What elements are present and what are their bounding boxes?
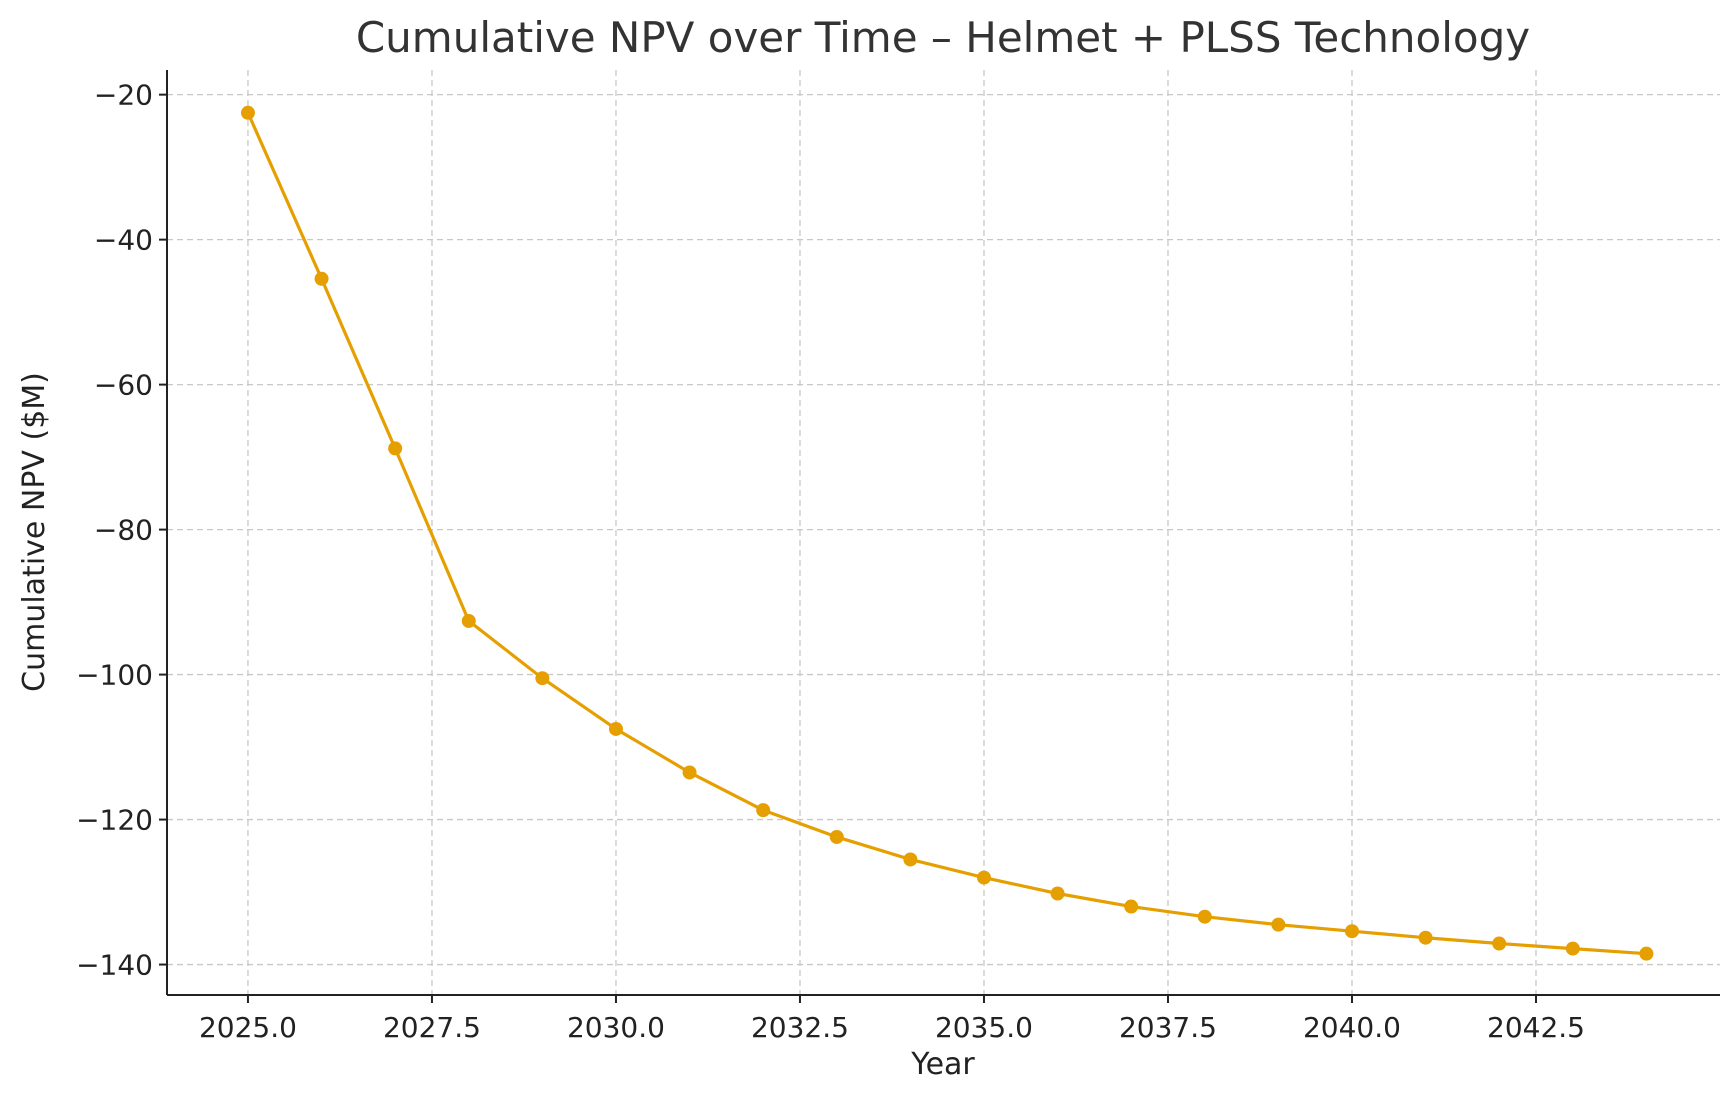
x-tick-label: 2040.0 <box>1303 1011 1401 1044</box>
x-tick-label: 2027.5 <box>383 1011 481 1044</box>
data-point <box>903 852 918 867</box>
data-point <box>1418 930 1433 945</box>
x-tick-label: 2030.0 <box>567 1011 665 1044</box>
data-point <box>829 829 844 844</box>
y-tick-label: −40 <box>94 224 153 257</box>
x-tick-label: 2025.0 <box>199 1011 297 1044</box>
data-point <box>1639 946 1654 961</box>
data-point <box>1344 924 1359 939</box>
y-tick-label: −80 <box>94 514 153 547</box>
data-point <box>682 765 697 780</box>
data-point <box>388 441 403 456</box>
data-point <box>1565 941 1580 956</box>
y-tick-label: −100 <box>76 659 153 692</box>
y-tick-label: −60 <box>94 369 153 402</box>
x-axis-label: Year <box>910 1047 975 1082</box>
data-point <box>1492 936 1507 951</box>
data-point <box>756 803 771 818</box>
x-tick-label: 2032.5 <box>751 1011 849 1044</box>
grid <box>167 70 1720 995</box>
series-line <box>246 112 1647 956</box>
y-tick-label: −20 <box>94 79 153 112</box>
data-point <box>535 671 550 686</box>
data-point <box>1124 899 1139 914</box>
axes <box>166 70 1720 996</box>
data-point <box>240 105 255 120</box>
data-point <box>976 870 991 885</box>
data-point <box>1271 917 1286 932</box>
x-tick-label: 2037.5 <box>1119 1011 1217 1044</box>
data-point <box>314 271 329 286</box>
series <box>240 105 1654 961</box>
x-tick-label: 2035.0 <box>935 1011 1033 1044</box>
data-point <box>1050 886 1065 901</box>
y-axis-label: Cumulative NPV ($M) <box>17 372 52 692</box>
data-point <box>1197 909 1212 924</box>
chart-title: Cumulative NPV over Time – Helmet + PLSS… <box>356 13 1530 62</box>
y-tick-label: −120 <box>76 804 153 837</box>
x-tick-label: 2042.5 <box>1487 1011 1585 1044</box>
ticks: 2025.0 2027.5 2030.0 2032.5 2035.0 2037.5 2040… <box>76 79 1585 1044</box>
y-tick-label: −140 <box>76 949 153 982</box>
data-point <box>608 721 623 736</box>
data-point <box>461 613 476 628</box>
